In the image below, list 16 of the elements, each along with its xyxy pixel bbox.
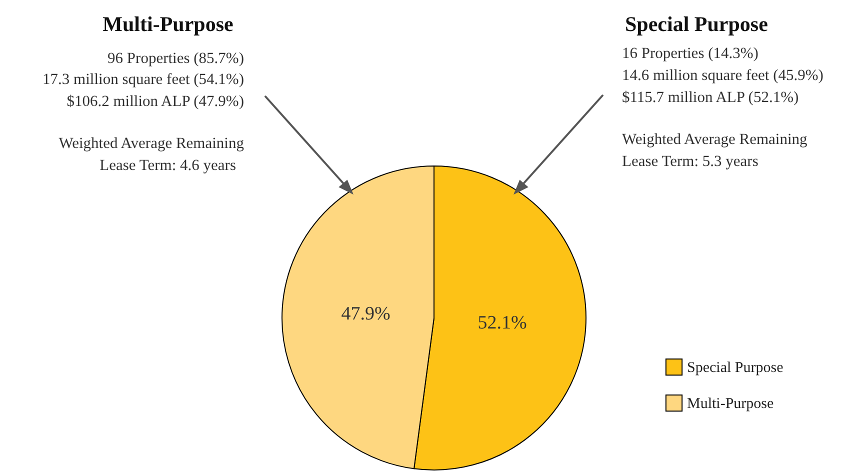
text: Weighted Average Remaining: [622, 131, 808, 148]
text: Weighted Average Remaining: [58, 135, 244, 152]
text: Multi-Purpose: [102, 12, 234, 36]
text: $106.2 million ALP (47.9%): [66, 93, 244, 110]
text: 16 Properties (14.3%): [622, 45, 758, 62]
text: 14.6 million square feet (45.9%): [622, 67, 824, 84]
legend-label: Special Purpose: [687, 360, 784, 376]
text: Lease Term: 5.3 years: [622, 153, 758, 170]
text: Lease Term: 4.6 years: [100, 157, 236, 174]
text: Special Purpose: [625, 12, 768, 36]
legend-label: Multi-Purpose: [687, 396, 774, 412]
text: 96 Properties (85.7%): [108, 50, 244, 67]
text: $115.7 million ALP (52.1%): [622, 89, 799, 106]
data-label: 52.1%: [478, 312, 527, 334]
text: 17.3 million square feet (54.1%): [42, 71, 244, 88]
data-label: 47.9%: [341, 303, 390, 324]
